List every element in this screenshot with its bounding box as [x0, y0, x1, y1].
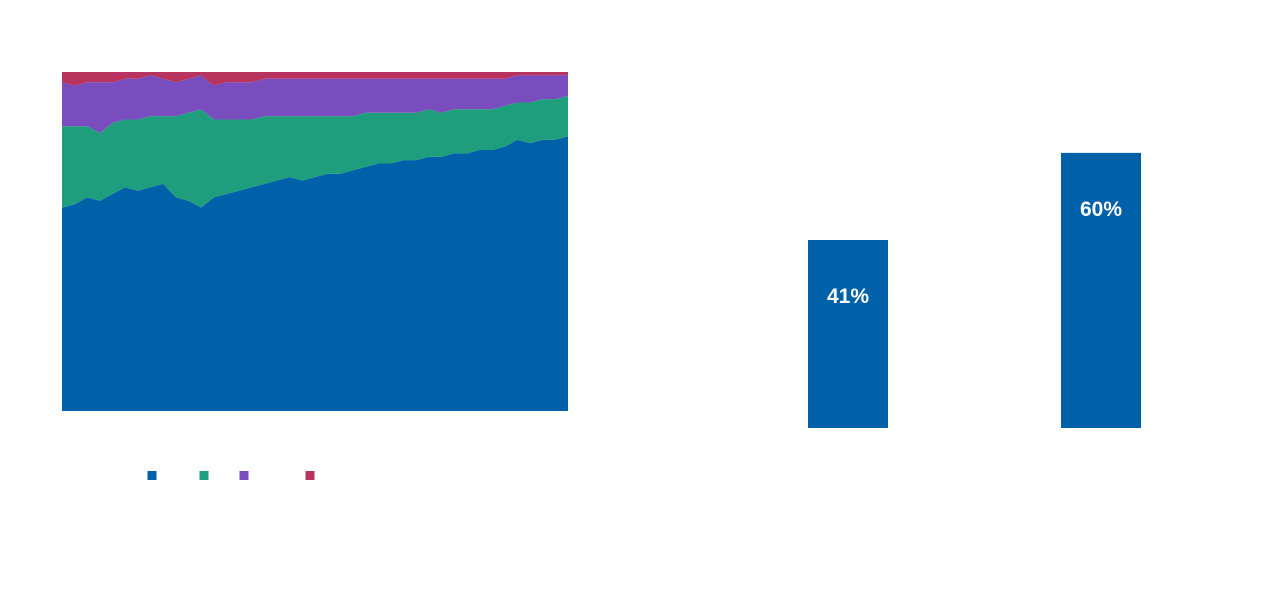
area-chart-legend: [147, 471, 315, 480]
bar-value-label-2: 60%: [1080, 198, 1122, 221]
stacked-area-chart: [62, 72, 568, 411]
bar-1: [808, 240, 888, 428]
area-series-blue: [62, 136, 568, 411]
legend-swatch-blue: [147, 471, 157, 480]
legend-swatch-red: [305, 471, 315, 480]
bar-chart: 41% 60%: [808, 152, 1141, 428]
bar-2: [1061, 152, 1141, 428]
legend-swatch-purple: [239, 471, 249, 480]
area-series-red: [62, 72, 568, 86]
area-series-green: [62, 95, 568, 208]
legend-swatch-green: [199, 471, 209, 480]
bar-value-label-1: 41%: [827, 285, 869, 308]
area-series-purple: [62, 75, 568, 133]
